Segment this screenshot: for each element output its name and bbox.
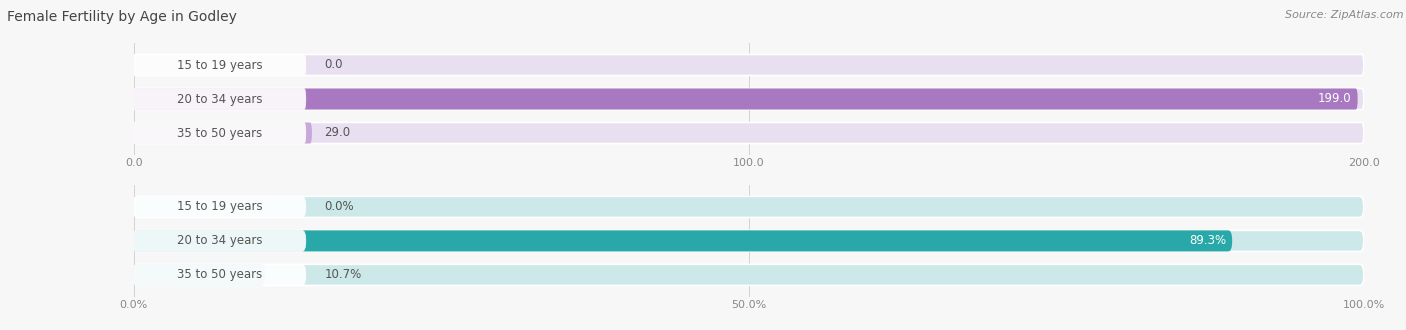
FancyBboxPatch shape: [134, 122, 312, 144]
FancyBboxPatch shape: [134, 264, 1364, 285]
FancyBboxPatch shape: [134, 264, 266, 285]
FancyBboxPatch shape: [134, 230, 307, 251]
Text: 29.0: 29.0: [325, 126, 350, 140]
FancyBboxPatch shape: [134, 88, 1364, 110]
FancyBboxPatch shape: [134, 122, 1364, 144]
Text: 0.0%: 0.0%: [325, 200, 354, 214]
Text: 199.0: 199.0: [1317, 92, 1351, 106]
Text: 35 to 50 years: 35 to 50 years: [177, 126, 263, 140]
FancyBboxPatch shape: [134, 88, 307, 110]
Text: 10.7%: 10.7%: [325, 268, 361, 281]
Text: 15 to 19 years: 15 to 19 years: [177, 200, 263, 214]
FancyBboxPatch shape: [134, 54, 307, 76]
Text: 20 to 34 years: 20 to 34 years: [177, 234, 263, 248]
FancyBboxPatch shape: [134, 230, 1232, 251]
Text: 0.0: 0.0: [325, 58, 343, 72]
FancyBboxPatch shape: [134, 122, 307, 144]
FancyBboxPatch shape: [134, 88, 1358, 110]
FancyBboxPatch shape: [134, 230, 1364, 251]
Text: 20 to 34 years: 20 to 34 years: [177, 92, 263, 106]
FancyBboxPatch shape: [134, 196, 307, 217]
Text: Source: ZipAtlas.com: Source: ZipAtlas.com: [1285, 10, 1403, 20]
Text: Female Fertility by Age in Godley: Female Fertility by Age in Godley: [7, 10, 236, 24]
FancyBboxPatch shape: [134, 196, 1364, 217]
FancyBboxPatch shape: [134, 264, 307, 285]
Text: 15 to 19 years: 15 to 19 years: [177, 58, 263, 72]
Text: 89.3%: 89.3%: [1189, 234, 1226, 248]
FancyBboxPatch shape: [134, 54, 1364, 76]
Text: 35 to 50 years: 35 to 50 years: [177, 268, 263, 281]
